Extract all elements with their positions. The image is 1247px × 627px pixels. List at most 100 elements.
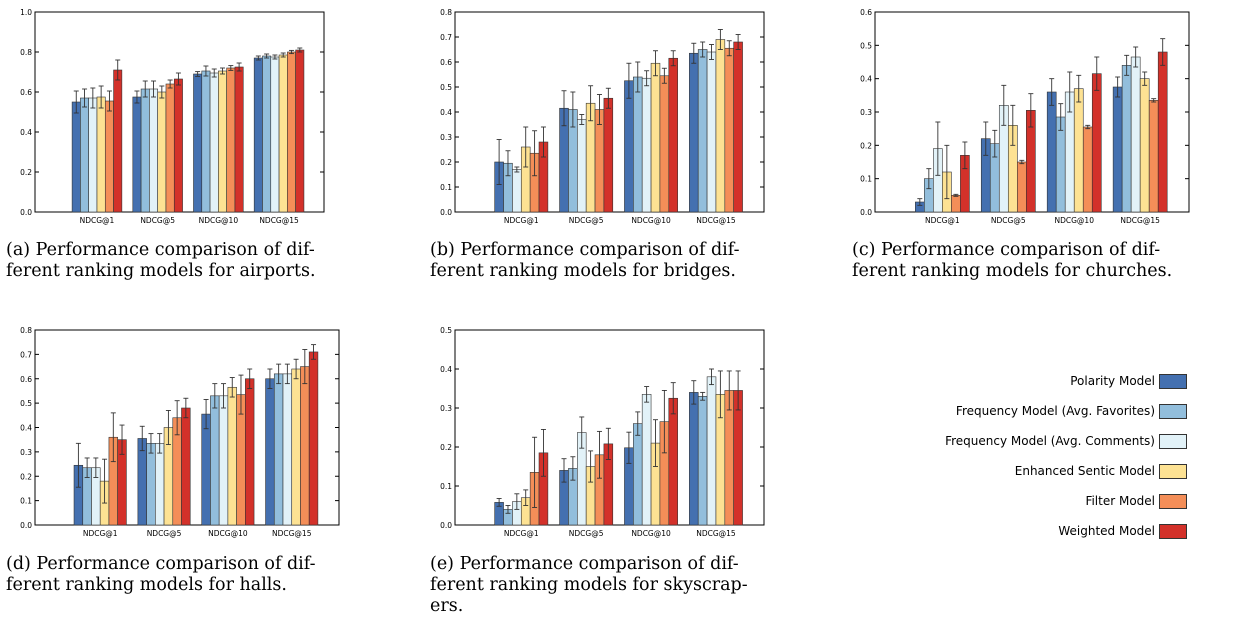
legend-item-weighted: Weighted Model xyxy=(930,520,1195,550)
y-tick-label: 0.6 xyxy=(20,375,32,384)
bar xyxy=(1157,51,1168,213)
caption-b: (b) Performance comparison of dif- feren… xyxy=(430,240,740,282)
bar xyxy=(706,376,717,526)
bar xyxy=(1082,126,1093,213)
bar xyxy=(132,96,142,213)
bar xyxy=(641,394,652,526)
bar xyxy=(270,56,280,213)
x-tick-label: NDCG@1 xyxy=(83,529,118,538)
bar xyxy=(140,88,150,213)
y-tick-label: 0.4 xyxy=(20,424,32,433)
caption-d: (d) Performance comparison of dif- feren… xyxy=(6,554,316,596)
y-tick-label: 0.1 xyxy=(860,175,872,184)
y-tick-label: 0.3 xyxy=(440,404,452,413)
y-tick-label: 0.4 xyxy=(440,108,452,117)
bar xyxy=(173,78,183,213)
y-tick-label: 0.0 xyxy=(860,208,872,217)
legend-item-filter: Filter Model xyxy=(930,490,1195,520)
y-tick-label: 0.2 xyxy=(440,158,452,167)
bar xyxy=(724,47,734,213)
y-tick-label: 0.6 xyxy=(20,88,32,97)
y-tick-label: 0.7 xyxy=(20,350,32,359)
bar xyxy=(149,88,158,213)
chart-svg: 0.0 0.2 0.4 0.6 0.8 1.0 NDCG@1 NDCG@5 NDCG@10 NDC… xyxy=(20,8,325,225)
bar xyxy=(603,97,614,213)
chart-panel-a: 0.0 0.2 0.4 0.6 0.8 1.0 NDCG@1 NDCG@5 NDCG@10 NDC… xyxy=(0,0,330,230)
bar xyxy=(1055,116,1066,213)
x-tick-label: NDCG@1 xyxy=(504,216,539,225)
bar xyxy=(668,397,678,526)
legend-label: Frequency Model (Avg. Favorites) xyxy=(955,404,1155,418)
y-tick-label: 0.5 xyxy=(20,399,32,408)
legend-swatch xyxy=(1159,434,1187,449)
bar xyxy=(165,83,175,213)
bar xyxy=(181,407,191,526)
x-tick-label: NDCG@10 xyxy=(631,216,671,225)
y-tick-label: 0.4 xyxy=(20,128,32,137)
bar xyxy=(226,67,236,213)
bar xyxy=(697,49,708,213)
bar xyxy=(641,77,652,213)
bar xyxy=(265,378,275,526)
chart-svg: 0.0 0.1 0.2 0.3 0.4 0.5 NDCG@1 NDCG@5 NDCG@10 NDC… xyxy=(440,326,765,538)
bar xyxy=(650,62,661,213)
y-tick-label: 0.6 xyxy=(860,8,872,17)
y-tick-label: 0.0 xyxy=(440,208,452,217)
caption-c: (c) Performance comparison of dif- feren… xyxy=(852,240,1172,282)
y-tick-label: 0.3 xyxy=(20,448,32,457)
bar xyxy=(633,76,643,213)
bar xyxy=(706,51,717,213)
y-tick-label: 0.5 xyxy=(860,41,872,50)
bar xyxy=(689,392,699,526)
x-tick-label: NDCG@1 xyxy=(504,529,539,538)
bar xyxy=(245,378,255,526)
x-tick-label: NDCG@15 xyxy=(1120,216,1160,225)
x-tick-label: NDCG@5 xyxy=(991,216,1026,225)
chart-svg: 0.0 0.1 0.2 0.3 0.4 0.5 0.6 0.7 0.8 NDCG@1 NDCG@5 N… xyxy=(440,8,765,225)
y-tick-label: 0.3 xyxy=(860,108,872,117)
x-tick-label: NDCG@5 xyxy=(569,529,604,538)
bar xyxy=(193,73,203,213)
legend-item-polarity: Polarity Model xyxy=(930,370,1195,400)
caption-d-line-2: ferent ranking models for halls. xyxy=(6,575,287,595)
bar xyxy=(210,395,220,526)
bar xyxy=(80,97,89,213)
legend-label: Filter Model xyxy=(1085,494,1155,508)
y-tick-label: 0.8 xyxy=(20,326,32,335)
x-tick-label: NDCG@10 xyxy=(208,529,248,538)
bar xyxy=(1130,56,1141,213)
bar xyxy=(137,438,147,526)
chart-svg: 0.0 0.1 0.2 0.3 0.4 0.5 0.6 NDCG@1 NDCG@5 NDCG@10… xyxy=(860,8,1190,225)
x-tick-label: NDCG@10 xyxy=(1054,216,1094,225)
bar xyxy=(1121,65,1132,213)
y-tick-label: 0.1 xyxy=(440,482,452,491)
bar xyxy=(201,413,211,526)
caption-a-line-1: (a) Performance comparison of dif- xyxy=(6,240,315,260)
bar xyxy=(104,100,114,213)
chart-panel-d: 0.0 0.1 0.2 0.3 0.4 0.5 0.6 0.7 0.8 NDCG@1 NDCG@5 N… xyxy=(0,318,345,543)
bar xyxy=(733,41,743,213)
bar xyxy=(951,195,961,213)
bar xyxy=(157,91,167,213)
bar xyxy=(697,396,708,526)
y-tick-label: 0.2 xyxy=(440,443,452,452)
y-tick-label: 0.8 xyxy=(20,48,32,57)
bar xyxy=(96,96,106,213)
caption-c-line-2: ferent ranking models for churches. xyxy=(852,261,1173,281)
bar xyxy=(512,169,522,213)
bar xyxy=(1091,73,1102,213)
y-tick-label: 1.0 xyxy=(20,8,32,17)
bar xyxy=(155,443,165,526)
bar xyxy=(88,97,98,213)
x-tick-label: NDCG@5 xyxy=(140,216,175,225)
y-tick-label: 0.5 xyxy=(440,326,452,335)
bar xyxy=(724,390,734,526)
x-tick-label: NDCG@1 xyxy=(925,216,960,225)
bar xyxy=(262,55,272,213)
y-tick-label: 0.4 xyxy=(440,365,452,374)
y-tick-label: 0.5 xyxy=(440,83,452,92)
y-tick-label: 0.2 xyxy=(20,472,32,481)
legend-swatch xyxy=(1159,404,1187,419)
chart-panel-e: 0.0 0.1 0.2 0.3 0.4 0.5 NDCG@1 NDCG@5 NDCG@10 NDC… xyxy=(420,318,770,543)
bar xyxy=(300,366,310,526)
